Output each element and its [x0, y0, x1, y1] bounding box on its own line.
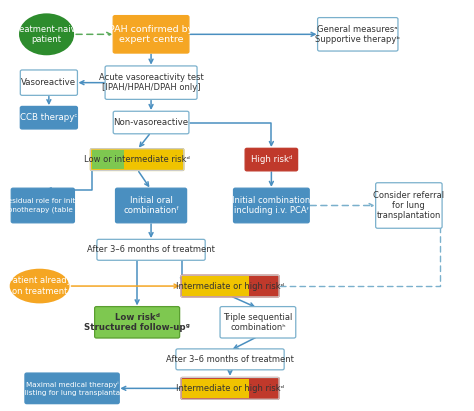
FancyBboxPatch shape	[11, 188, 74, 223]
Text: Treatment-naive
patient: Treatment-naive patient	[12, 25, 81, 44]
Text: Residual role for initial
monotherapy (table 2)ʰ: Residual role for initial monotherapy (t…	[0, 198, 85, 213]
FancyBboxPatch shape	[181, 377, 279, 399]
FancyBboxPatch shape	[116, 188, 187, 223]
FancyBboxPatch shape	[113, 111, 189, 134]
Text: Initial combination
including i.v. PCAᶠ: Initial combination including i.v. PCAᶠ	[232, 196, 310, 215]
Text: Initial oral
combinationᶠ: Initial oral combinationᶠ	[123, 196, 179, 215]
FancyBboxPatch shape	[97, 239, 205, 260]
FancyBboxPatch shape	[234, 188, 309, 223]
Text: After 3–6 months of treatment: After 3–6 months of treatment	[87, 245, 215, 254]
Ellipse shape	[20, 14, 73, 54]
FancyBboxPatch shape	[245, 148, 298, 171]
FancyBboxPatch shape	[105, 66, 197, 99]
FancyBboxPatch shape	[113, 16, 189, 53]
FancyBboxPatch shape	[20, 70, 77, 95]
FancyBboxPatch shape	[25, 373, 119, 404]
FancyBboxPatch shape	[91, 149, 184, 171]
Text: Intermediate or high riskᵈ: Intermediate or high riskᵈ	[176, 384, 284, 393]
Text: Consider referral
for lung
transplantation: Consider referral for lung transplantati…	[374, 191, 445, 220]
FancyBboxPatch shape	[95, 307, 180, 338]
Text: Intermediate or high riskᵈ: Intermediate or high riskᵈ	[176, 282, 284, 291]
FancyBboxPatch shape	[220, 307, 296, 338]
Bar	[182, 276, 249, 296]
FancyBboxPatch shape	[176, 349, 284, 370]
FancyBboxPatch shape	[20, 106, 77, 129]
Text: High riskᵈ: High riskᵈ	[251, 155, 292, 164]
Text: Maximal medical therapyⁱ
and listing for lung transplantationⁱ: Maximal medical therapyⁱ and listing for…	[9, 381, 135, 396]
Bar	[92, 150, 125, 169]
Text: PAH confirmed by
expert centre: PAH confirmed by expert centre	[109, 25, 193, 44]
Text: CCB therapyᶜ: CCB therapyᶜ	[20, 113, 78, 122]
FancyBboxPatch shape	[318, 18, 398, 51]
FancyBboxPatch shape	[376, 183, 442, 228]
Text: Triple sequential
combinationʰ: Triple sequential combinationʰ	[223, 313, 292, 332]
Text: General measuresᵃ
Supportive therapyᵇ: General measuresᵃ Supportive therapyᵇ	[315, 25, 400, 44]
Text: After 3–6 months of treatment: After 3–6 months of treatment	[166, 355, 294, 364]
Bar	[182, 379, 249, 398]
Text: Low or intermediate riskᵈ: Low or intermediate riskᵈ	[84, 155, 190, 164]
Text: Vasoreactive: Vasoreactive	[21, 78, 76, 87]
Text: Patient already
on treatment: Patient already on treatment	[8, 276, 72, 296]
Text: Low riskᵈ
Structured follow-upᵍ: Low riskᵈ Structured follow-upᵍ	[84, 313, 190, 332]
Ellipse shape	[10, 270, 69, 302]
Text: Non-vasoreactive: Non-vasoreactive	[113, 118, 189, 127]
FancyBboxPatch shape	[181, 275, 279, 297]
Text: Acute vasoreactivity test
[IPAH/HPAH/DPAH only]: Acute vasoreactivity test [IPAH/HPAH/DPA…	[99, 73, 203, 92]
